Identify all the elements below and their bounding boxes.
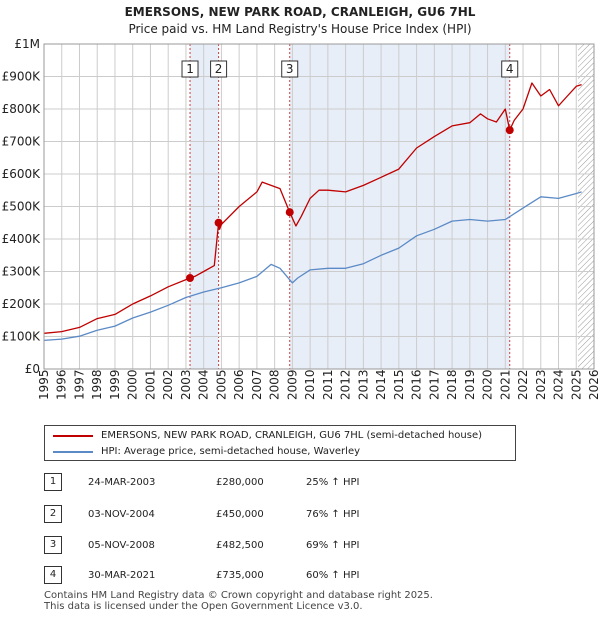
x-tick-label: 2012 [339, 369, 353, 400]
transaction-label: 2 [215, 62, 223, 76]
x-tick-label: 2018 [445, 369, 459, 400]
transaction-hpi-delta: 60% ↑ HPI [306, 570, 360, 581]
x-tick-label: 2008 [268, 369, 282, 400]
transaction-number: 1 [44, 473, 62, 491]
x-tick-label: 2017 [427, 369, 441, 400]
y-tick-label: £300K [2, 265, 42, 279]
transaction-price: £450,000 [216, 509, 264, 520]
transaction-label-box [181, 60, 199, 78]
transaction-price: £280,000 [216, 477, 264, 488]
y-tick-label: £1M [14, 37, 40, 51]
plot-frame [43, 43, 595, 370]
transaction-row-4: 4 30-MAR-2021 £735,000 60% ↑ HPI [44, 566, 544, 584]
x-tick-label: 2025 [569, 369, 583, 400]
transaction-number: 4 [44, 566, 62, 584]
y-tick-label: £100K [2, 330, 42, 344]
transaction-number: 2 [44, 505, 62, 523]
x-tick-label: 2005 [214, 369, 228, 400]
transaction-label: 1 [186, 62, 194, 76]
x-tick-label: 1996 [55, 369, 69, 400]
transaction-number: 3 [44, 536, 62, 554]
transaction-row-2: 2 03-NOV-2004 £450,000 76% ↑ HPI [44, 505, 544, 523]
x-tick-label: 2016 [410, 369, 424, 400]
transaction-date: 05-NOV-2008 [88, 540, 155, 551]
y-tick-label: £700K [2, 135, 42, 149]
price-chart: 1 2 3 4 £0 £100K £200K £300K £400K £500K £600K £70… [2, 37, 600, 400]
y-tick-label: £400K [2, 232, 42, 246]
y-tick-label: £600K [2, 167, 42, 181]
x-tick-label: 2022 [516, 369, 530, 400]
x-tick-label: 2011 [321, 369, 335, 400]
series-line-hpi [43, 191, 582, 342]
chart-legend: EMERSONS, NEW PARK ROAD, CRANLEIGH, GU6 … [44, 425, 516, 461]
legend-label-hpi: HPI: Average price, semi-detached house,… [101, 446, 361, 457]
x-tick-label: 2009 [285, 369, 299, 400]
transaction-row-1: 1 24-MAR-2003 £280,000 25% ↑ HPI [44, 473, 544, 491]
x-tick-label: 2026 [587, 369, 600, 400]
transaction-hpi-delta: 69% ↑ HPI [306, 540, 360, 551]
sale-point [505, 126, 514, 135]
y-tick-label: £0 [25, 362, 40, 376]
x-tick-label: 2014 [374, 369, 388, 400]
x-tick-label: 2015 [392, 369, 406, 400]
x-tick-label: 2019 [463, 369, 477, 400]
x-tick-label: 2024 [552, 369, 566, 400]
x-tick-label: 2021 [498, 369, 512, 400]
sale-point [285, 208, 294, 217]
transaction-hpi-delta: 76% ↑ HPI [306, 509, 360, 520]
y-tick-label: £500K [2, 200, 42, 214]
x-tick-label: 1995 [37, 369, 51, 400]
transaction-label: 3 [286, 62, 294, 76]
x-tick-label: 2002 [161, 369, 175, 400]
x-tick-label: 2003 [179, 369, 193, 400]
chart-title: EMERSONS, NEW PARK ROAD, CRANLEIGH, GU6 … [124, 5, 476, 19]
x-tick-label: 1997 [72, 369, 86, 400]
transaction-price: £482,500 [216, 540, 264, 551]
x-tick-label: 2010 [303, 369, 317, 400]
y-tick-label: £900K [2, 70, 42, 84]
y-tick-label: £800K [2, 102, 42, 116]
transaction-label-box [501, 60, 519, 78]
footer-attribution: Contains HM Land Registry data © Crown c… [44, 590, 433, 612]
transaction-label: 4 [506, 62, 514, 76]
legend-swatch-property [53, 435, 93, 437]
transaction-label-box [210, 60, 228, 78]
x-tick-label: 2007 [250, 369, 264, 400]
x-tick-label: 2023 [534, 369, 548, 400]
x-tick-label: 2020 [481, 369, 495, 400]
sale-point [186, 274, 195, 282]
transaction-date: 30-MAR-2021 [88, 570, 156, 581]
transaction-date: 24-MAR-2003 [88, 477, 156, 488]
legend-swatch-hpi [53, 451, 93, 453]
x-tick-label: 2013 [356, 369, 370, 400]
x-tick-label: 2000 [126, 369, 140, 400]
x-tick-label: 1999 [108, 369, 122, 400]
footer-line-1: Contains HM Land Registry data © Crown c… [44, 590, 433, 601]
legend-label-property: EMERSONS, NEW PARK ROAD, CRANLEIGH, GU6 … [101, 430, 483, 441]
x-tick-label: 2006 [232, 369, 246, 400]
transaction-price: £735,000 [216, 570, 264, 581]
transaction-date: 03-NOV-2004 [88, 509, 155, 520]
y-tick-label: £200K [2, 297, 42, 311]
sale-point [214, 218, 223, 227]
transaction-row-3: 3 05-NOV-2008 £482,500 69% ↑ HPI [44, 536, 544, 554]
x-tick-label: 2001 [143, 369, 157, 400]
x-tick-label: 2004 [197, 369, 211, 400]
chart-subtitle: Price paid vs. HM Land Registry's House … [128, 22, 472, 36]
transaction-label-box [281, 60, 299, 78]
footer-line-2: This data is licensed under the Open Gov… [44, 601, 363, 612]
x-tick-label: 1998 [90, 369, 104, 400]
transaction-hpi-delta: 25% ↑ HPI [306, 477, 360, 488]
